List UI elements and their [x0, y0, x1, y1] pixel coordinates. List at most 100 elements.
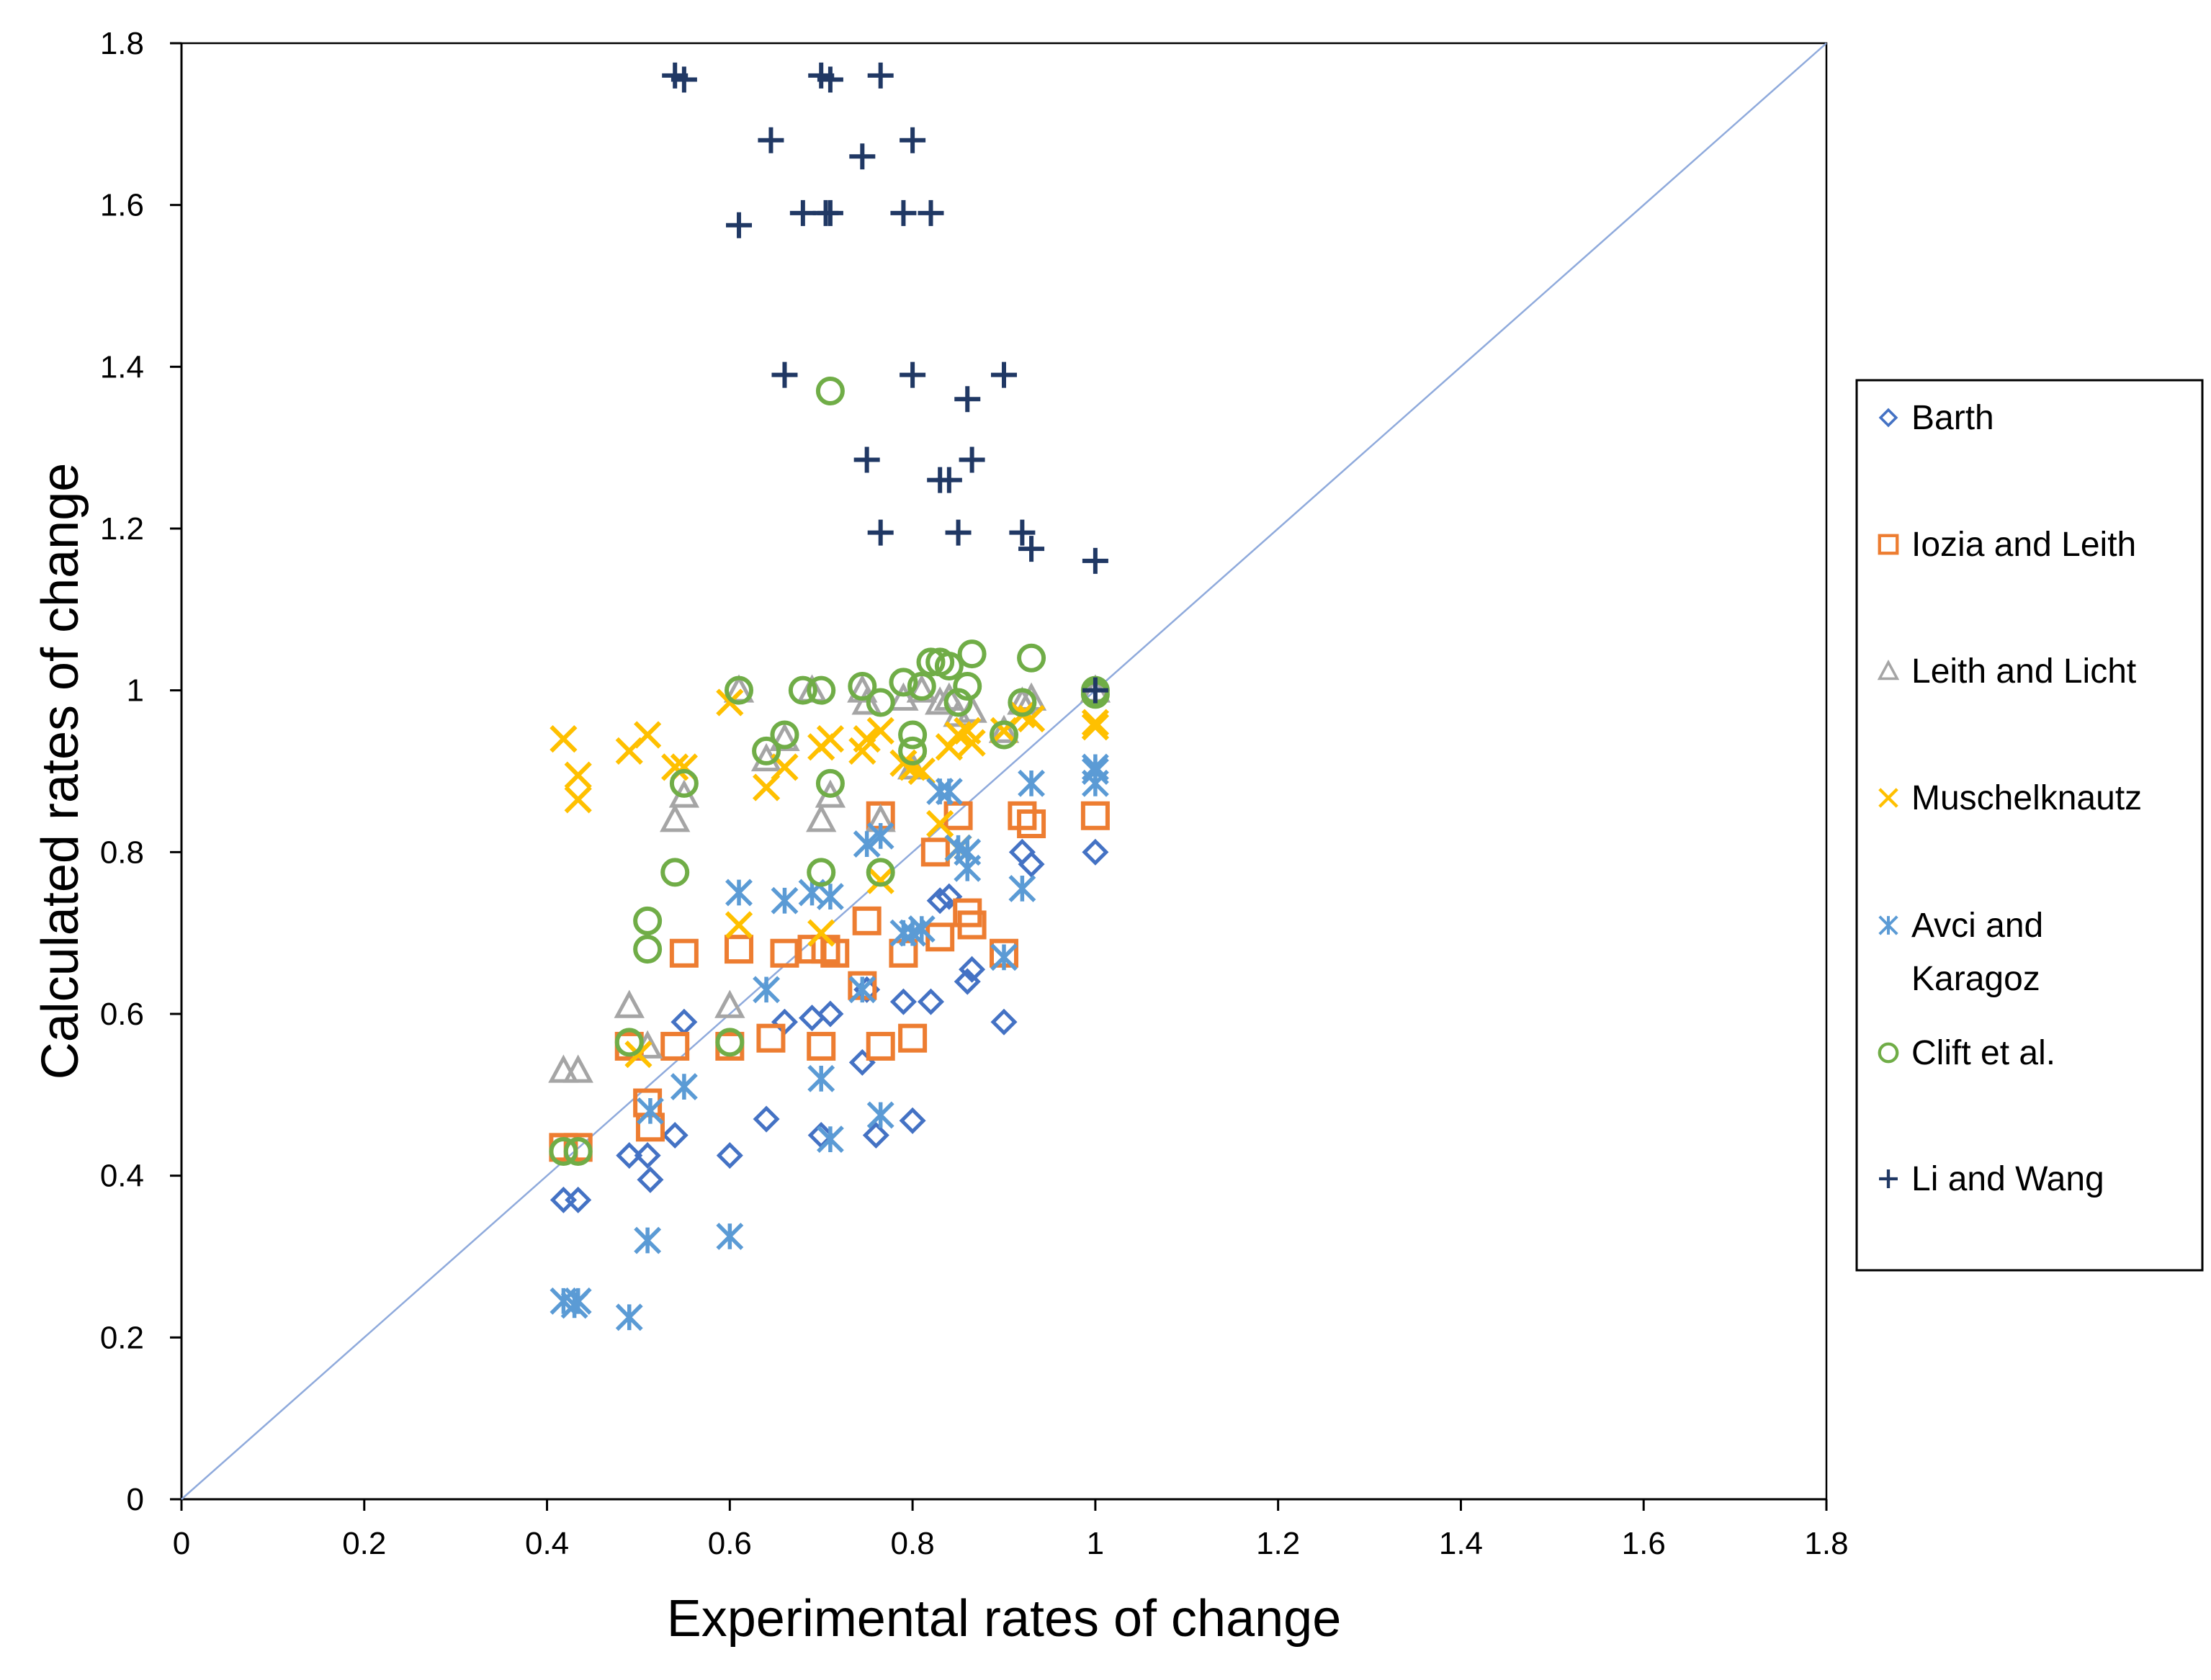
x-tick-label: 0.4: [525, 1526, 569, 1561]
data-point-barth: [862, 1121, 889, 1149]
y-tick-label: 0.2: [100, 1320, 144, 1355]
legend-label-line: Barth: [1911, 399, 1994, 437]
legend-label-line: Karagoz: [1911, 960, 2040, 998]
data-point-li-and-wang: [1009, 519, 1036, 546]
reference-line-layer: [181, 42, 1827, 1500]
data-point-muschelknautz: [716, 688, 744, 717]
data-point-avci-and-karagoz: [816, 883, 844, 911]
data-point-iozia-and-leith: [807, 1031, 836, 1061]
legend-marker-barth: [1878, 408, 1898, 428]
legend-label-line: Li and Wang: [1911, 1160, 2104, 1198]
data-point-li-and-wang: [1082, 677, 1108, 704]
data-point-avci-and-karagoz: [670, 1073, 698, 1101]
x-tick-label: 0.6: [708, 1526, 752, 1561]
reference-line-y-equals-x: [181, 42, 1827, 1500]
data-point-iozia-and-leith: [820, 938, 850, 968]
data-point-clift-et-al: [1017, 643, 1046, 673]
data-point-clift-et-al: [807, 858, 836, 887]
data-point-li-and-wang: [849, 143, 876, 170]
data-point-barth: [637, 1166, 664, 1193]
data-point-muschelknautz: [564, 786, 592, 814]
y-tick-label: 1.4: [100, 349, 144, 385]
data-point-iozia-and-leith: [957, 910, 987, 940]
data-point-avci-and-karagoz: [636, 1097, 664, 1125]
data-point-barth: [550, 1186, 577, 1213]
series-barth: [550, 838, 1109, 1213]
data-point-clift-et-al: [898, 736, 928, 765]
legend-label-line: Clift et al.: [1911, 1034, 2055, 1072]
data-point-avci-and-karagoz: [1018, 769, 1046, 797]
x-tick-label: 1.6: [1622, 1526, 1666, 1561]
data-point-li-and-wang: [726, 212, 753, 238]
x-tick-label: 0.2: [342, 1526, 386, 1561]
data-point-clift-et-al: [889, 668, 918, 697]
data-point-iozia-and-leith: [669, 938, 699, 968]
legend-entry-muschelknautz: Muschelknautz: [1878, 779, 2142, 817]
legend-marker-group: [1877, 659, 1900, 680]
series-li-and-wang: [662, 62, 1108, 704]
data-point-iozia-and-leith: [898, 1023, 928, 1053]
x-tick-label: 1.4: [1439, 1526, 1483, 1561]
data-point-clift-et-al: [953, 672, 982, 701]
y-tick-label: 0.4: [100, 1159, 144, 1194]
data-point-li-and-wang: [936, 467, 962, 493]
data-point-barth: [753, 1105, 780, 1133]
data-point-muschelknautz: [550, 724, 578, 753]
data-points-layer: [548, 62, 1111, 1331]
data-point-iozia-and-leith: [866, 1031, 895, 1061]
data-point-avci-and-karagoz: [771, 886, 799, 915]
data-point-barth: [1082, 838, 1109, 866]
data-point-clift-et-al: [614, 1028, 644, 1057]
legend-entry-clift-et-al: Clift et al.: [1878, 1034, 2055, 1072]
data-point-clift-et-al: [1008, 688, 1037, 717]
data-point-muschelknautz: [926, 809, 954, 838]
data-point-muschelknautz: [958, 729, 986, 757]
data-point-muschelknautz: [564, 761, 592, 789]
data-point-iozia-and-leith: [725, 935, 754, 964]
x-tick-label: 1: [1087, 1526, 1104, 1561]
data-point-iozia-and-leith: [756, 1023, 786, 1053]
data-point-leith-and-licht: [562, 1054, 593, 1083]
data-point-clift-et-al: [752, 736, 781, 765]
data-point-avci-and-karagoz: [866, 1101, 894, 1129]
data-point-clift-et-al: [990, 720, 1018, 750]
data-point-leith-and-licht: [769, 722, 800, 752]
data-point-clift-et-al: [788, 675, 817, 705]
legend-marker-leith-and-licht: [1877, 659, 1900, 680]
data-point-avci-and-karagoz: [848, 976, 876, 1004]
data-point-avci-and-karagoz: [560, 1291, 588, 1319]
data-point-muschelknautz: [866, 717, 894, 745]
legend-label-clift-et-al: Clift et al.: [1911, 1034, 2055, 1072]
data-point-li-and-wang: [817, 199, 843, 226]
data-point-li-and-wang: [789, 199, 816, 226]
data-point-clift-et-al: [660, 858, 690, 887]
legend-marker-avci-and-karagoz: [1878, 915, 1898, 935]
y-axis-title: Calculated rates of change: [32, 463, 89, 1080]
data-point-li-and-wang: [900, 361, 926, 388]
legend-marker-muschelknautz: [1878, 788, 1898, 808]
data-point-muschelknautz: [866, 866, 894, 894]
data-point-li-and-wang: [771, 361, 798, 388]
data-point-clift-et-al: [633, 906, 663, 935]
data-point-barth: [990, 1008, 1018, 1036]
data-point-clift-et-al: [807, 675, 836, 705]
legend-label-barth: Barth: [1911, 399, 1994, 437]
y-tick-label: 1.8: [100, 26, 144, 61]
y-tick-label: 0.8: [100, 835, 144, 870]
data-point-clift-et-al: [898, 720, 928, 750]
data-point-li-and-wang: [671, 66, 697, 93]
data-point-clift-et-al: [815, 768, 845, 798]
data-point-li-and-wang: [991, 361, 1017, 388]
legend: Barth Iozia and Leith Leith and Licht Musch…: [1855, 379, 2204, 1272]
legend-marker-li-and-wang: [1879, 1169, 1898, 1188]
data-point-clift-et-al: [549, 1136, 578, 1166]
legend-label-line: Muschelknautz: [1911, 779, 2142, 817]
legend-label-iozia-and-leith: Iozia and Leith: [1911, 526, 2136, 564]
data-point-iozia-and-leith: [660, 1031, 690, 1061]
data-point-barth: [899, 1107, 926, 1134]
data-point-iozia-and-leith: [920, 837, 950, 867]
series-avci-and-karagoz: [550, 753, 1109, 1331]
legend-marker-group: [1878, 408, 1898, 428]
